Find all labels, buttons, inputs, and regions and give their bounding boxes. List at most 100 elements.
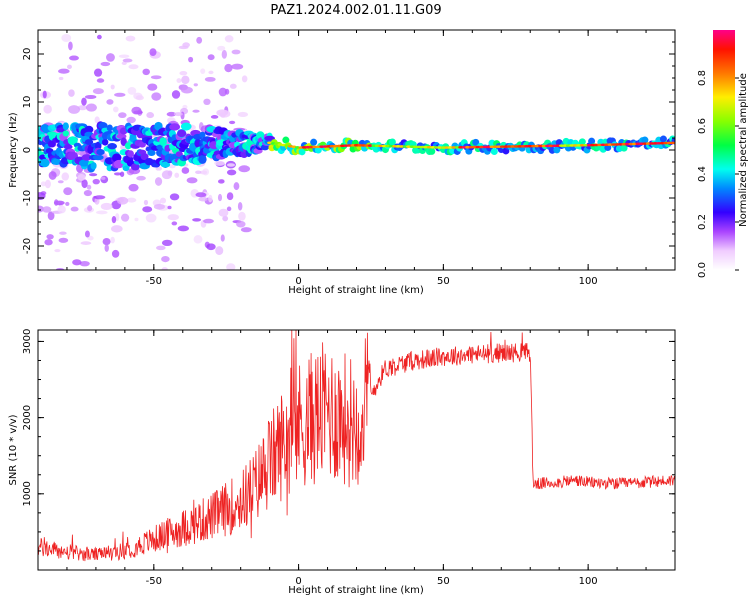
spectrogram-cell: [588, 137, 596, 145]
spectrogram-speckle: [38, 205, 44, 213]
spectrogram-speckle: [171, 221, 178, 226]
spectrogram-cell: [553, 146, 561, 154]
spectrogram-speckle: [128, 183, 139, 192]
spectrogram-ylabel: Frequency (Hz): [8, 112, 19, 188]
spectrogram-speckle: [69, 55, 79, 61]
spectrogram-speckle: [81, 179, 88, 189]
spectrogram-cell: [641, 136, 649, 144]
spectrogram-speckle: [80, 241, 92, 245]
spectrogram-cell: [659, 135, 667, 143]
spectrogram-speckle: [224, 35, 234, 43]
snr-xtick-label: -50: [146, 576, 162, 587]
spectrogram-ytick-label: 20: [22, 48, 33, 61]
spectrogram-cell: [63, 144, 73, 150]
spectrogram-speckle: [86, 184, 92, 190]
spectrogram-speckle: [111, 216, 117, 224]
colorbar-tick-label: 0.8: [697, 70, 708, 86]
snr-xtick-label: 0: [295, 576, 301, 587]
spectrogram-speckle: [68, 41, 73, 51]
figure-title: PAZ1.2024.002.01.11.G09: [270, 3, 441, 18]
spectrogram-cell: [140, 153, 149, 161]
colorbar: 0.0 0.2 0.4 0.6 0.8 Normalized spectral ampl…: [697, 30, 749, 278]
spectrogram-speckle: [57, 205, 66, 214]
spectrogram-speckle: [231, 49, 241, 55]
spectrogram-speckle: [128, 64, 139, 70]
spectrogram-speckle: [59, 231, 67, 235]
spectrogram-speckle: [58, 76, 64, 81]
spectrogram-cell: [40, 158, 50, 168]
spectrogram-cell: [198, 154, 207, 164]
spectrogram-speckle: [238, 211, 246, 221]
spectrogram-speckle: [236, 220, 246, 228]
spectrogram-cell: [138, 141, 146, 148]
spectrogram-speckle: [217, 193, 223, 202]
spectrogram-speckle: [229, 120, 236, 125]
spectrogram-xtick-label: 100: [579, 276, 598, 287]
spectrogram-speckle: [44, 239, 53, 246]
spectrogram-cell: [428, 147, 436, 155]
spectrogram-speckle: [224, 63, 233, 73]
spectrogram-speckle: [241, 75, 248, 83]
snr-xtick-label: 100: [579, 576, 598, 587]
spectrogram-cell: [101, 138, 109, 146]
spectrogram-speckle: [147, 83, 158, 91]
spectrogram-speckle: [151, 92, 162, 101]
spectrogram-speckle: [229, 83, 237, 89]
spectrogram-speckle: [145, 213, 157, 223]
spectrogram-speckle: [166, 111, 177, 117]
spectrogram-speckle: [215, 246, 224, 256]
spectrogram-speckle: [149, 48, 157, 56]
spectrogram-speckle: [237, 111, 249, 118]
spectrogram-cell: [62, 130, 69, 137]
spectrogram-speckle: [72, 259, 82, 266]
spectrogram-speckle: [38, 192, 46, 200]
spectrogram-speckle: [85, 103, 97, 112]
spectrogram-speckle: [173, 112, 183, 117]
spectrogram-cell: [154, 121, 163, 131]
spectrogram-xtick-label: 50: [437, 276, 450, 287]
spectrogram-speckle: [203, 98, 211, 105]
spectrogram-speckle: [88, 173, 98, 177]
spectrogram-speckle: [48, 171, 57, 180]
spectrogram-speckle: [237, 201, 243, 211]
spectrogram-speckle: [54, 249, 61, 253]
spectrogram-speckle: [118, 112, 127, 119]
spectrogram-speckle: [119, 171, 125, 177]
spectrogram-xtick-label: 0: [295, 276, 301, 287]
spectrogram-speckle: [192, 109, 200, 113]
spectrogram-speckle: [200, 68, 206, 74]
spectrogram-speckle: [171, 90, 181, 99]
spectrogram-speckle: [186, 177, 198, 184]
spectrogram-speckle: [208, 194, 213, 203]
spectrogram-speckle: [92, 178, 100, 185]
spectrogram-speckle: [203, 218, 214, 224]
spectrogram-speckle: [79, 260, 90, 267]
spectrogram-speckle: [226, 169, 237, 176]
spectrogram-speckle: [204, 76, 216, 82]
spectrogram-speckle: [77, 105, 88, 111]
spectrogram-speckle: [174, 172, 180, 178]
spectrogram-cell: [159, 137, 167, 146]
spectrogram-cell: [122, 165, 130, 172]
spectrogram-cell: [119, 127, 128, 135]
spectrogram-speckle: [111, 249, 120, 258]
spectrogram-speckle: [42, 206, 52, 213]
spectrogram-speckle: [142, 206, 153, 213]
spectrogram-cell: [124, 142, 132, 150]
spectrogram-speckle: [161, 267, 168, 270]
spectrogram-speckle: [61, 172, 70, 181]
spectrogram-speckle: [226, 163, 236, 167]
spectrogram-speckle: [110, 236, 115, 244]
spectrogram-cell: [490, 147, 498, 155]
spectrogram-speckle: [68, 105, 81, 114]
spectrogram-speckle: [40, 181, 46, 187]
spectrogram-speckle: [143, 199, 149, 206]
spectrogram-speckle: [127, 87, 137, 95]
spectrogram-speckle: [167, 214, 179, 221]
spectrogram-speckle: [192, 218, 202, 222]
spectrogram-speckle: [150, 75, 162, 80]
spectrogram-speckle: [224, 88, 230, 95]
spectrogram-core: [670, 141, 675, 145]
spectrogram-speckle: [115, 213, 120, 222]
